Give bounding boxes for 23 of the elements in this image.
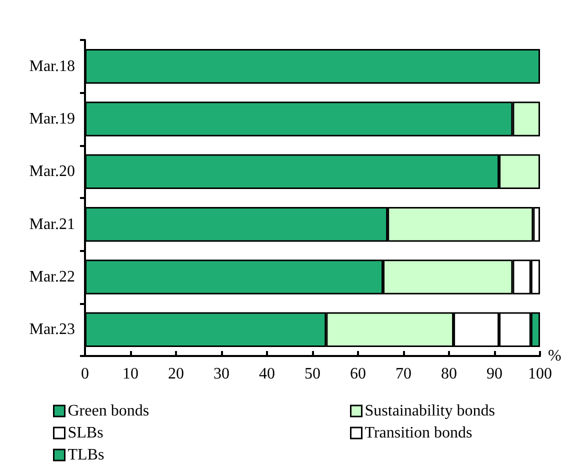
x-tick-label: 60 bbox=[350, 366, 366, 382]
y-tick-label: Mar.21 bbox=[29, 216, 75, 233]
x-tick-label: 100 bbox=[528, 366, 552, 382]
x-tick-label: 10 bbox=[122, 366, 138, 382]
legend-label: Transition bonds bbox=[364, 424, 472, 442]
y-tick-label: Mar.20 bbox=[29, 163, 75, 180]
legend-label: SLBs bbox=[68, 424, 104, 442]
x-tick-label: 50 bbox=[304, 366, 320, 382]
y-tick-label: Mar.22 bbox=[29, 268, 75, 286]
legend-label: Sustainability bonds bbox=[364, 402, 495, 420]
x-tick-label: 80 bbox=[441, 366, 457, 382]
x-axis-title: % bbox=[548, 348, 562, 364]
x-tick-label: 90 bbox=[486, 366, 502, 382]
x-tick-label: 20 bbox=[168, 366, 184, 382]
legend-label: TLBs bbox=[68, 446, 104, 464]
x-tick-label: 0 bbox=[81, 366, 89, 382]
x-tick-label: 40 bbox=[259, 366, 275, 382]
y-tick-label: Mar.23 bbox=[29, 321, 75, 338]
y-tick-label: Mar.18 bbox=[29, 58, 75, 75]
legend-label: Green bonds bbox=[68, 402, 150, 420]
x-tick-label: 70 bbox=[396, 366, 412, 382]
y-tick-label: Mar.19 bbox=[29, 110, 75, 128]
x-tick-label: 30 bbox=[214, 366, 230, 382]
